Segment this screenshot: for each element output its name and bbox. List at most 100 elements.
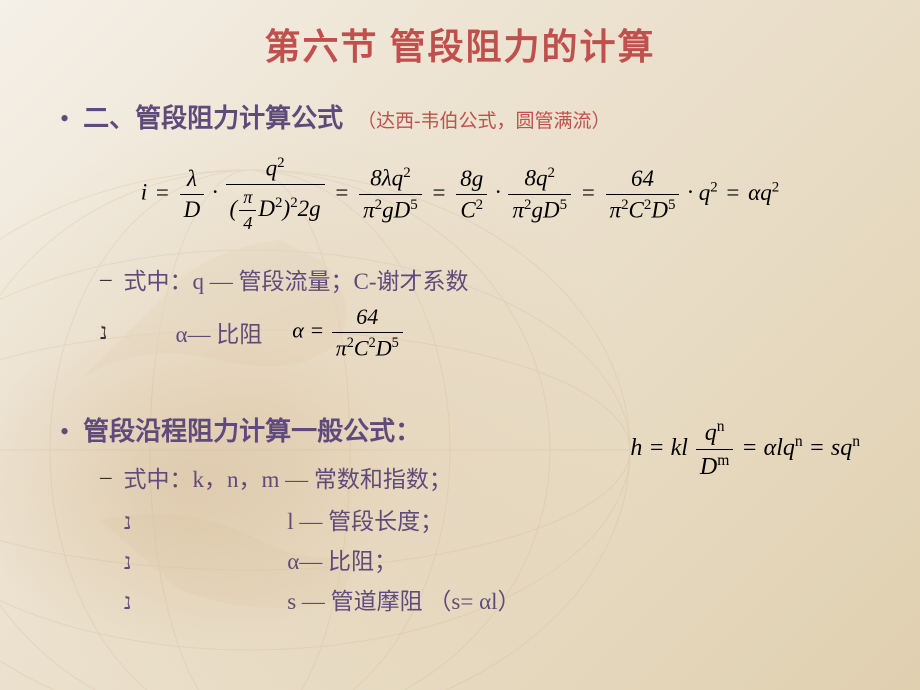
af-den: π2C2D5 [332,333,403,361]
f-eq1: = [156,180,169,205]
f-t3-den: π2gD5 [359,195,422,224]
f-t5-nb: 8q [525,166,548,191]
f-t6-den: π2C2D5 [606,195,680,224]
f-eq2: = [335,180,348,205]
bullet-icon-2: • [60,419,69,445]
f-t2-dfn: π [239,187,256,211]
f-t8-b: αq [748,180,772,205]
f-t5-ns: 2 [548,165,555,181]
f-eq5: = [726,180,739,205]
f-t2-den: (π4D2)22g [226,185,325,234]
f-t7-a: q [699,180,711,205]
f-t2-num-sup: 2 [277,155,284,171]
f-t2-den-frac: π4 [239,187,256,234]
hf-ns: n [717,418,725,435]
def2-text: α— 比阻 [175,315,262,349]
f-t7-as: 2 [710,179,717,195]
f-t4-den: C2 [456,195,487,224]
af-db: C [354,335,369,360]
slide-title: 第六节 管段阻力的计算 [60,18,860,70]
f-t4-da: C [460,197,475,222]
f-t6-num: 64 [606,166,680,195]
f-t5-num: 8q2 [508,165,571,195]
f-eq3: = [432,180,445,205]
f-t6-db: C [629,197,644,222]
hf-t1: kl [671,435,688,461]
bullet-icon: • [60,106,69,132]
def2-line-2: נ l — 管段长度； [124,502,860,536]
hf-t2b: αlq [764,435,795,461]
af-eq: = [309,317,324,342]
f-t6-da: π [610,197,622,222]
f-t4-das: 2 [476,197,483,213]
section-2-text: 管段沿程阻力计算一般公式： [83,411,421,448]
def2-l1: 式中：k，n，m — 常数和指数； [124,460,452,494]
hf-nb: q [705,420,717,446]
f-t3-da: π [363,197,375,222]
f-t2-den-cs: 2 [290,195,297,211]
af-dc: D [376,335,392,360]
af-dbs: 2 [369,335,376,351]
hf-t2s: n [795,433,803,450]
def-line-2: נ α— 比阻 α = 64 π2C2D5 [100,304,860,361]
hf-den: Dm [696,450,733,481]
f-t2-den-d: 2g [298,195,321,220]
f-t2-num-base: q [266,156,278,181]
marker-2: נ [124,509,131,534]
dash-icon-2: – [100,464,112,490]
hf-num: qn [696,418,733,450]
af-frac: 64 π2C2D5 [332,304,403,361]
marker-icon: נ [100,319,107,345]
def2-l4: s — 管道摩阻 （s= αl） [287,589,520,614]
f-t5-da: π [512,197,524,222]
hf-db: D [700,454,717,480]
f-t8: αq2 [748,180,779,205]
hf-frac: qn Dm [696,418,733,481]
f-term1: λ D [180,166,205,223]
f-term5: 8q2 π2gD5 [508,165,571,223]
f-t3-nb: 8λq [370,166,403,191]
f-t3-dbs: 5 [410,197,417,213]
hf-eq2: = [741,435,757,461]
f-term4: 8g C2 [456,166,487,224]
marker-4: נ [124,589,131,614]
f-dot1: · [212,180,218,205]
hf-ds: m [717,452,729,469]
af-das: 2 [347,335,354,351]
f-term3: 8λq2 π2gD5 [359,165,422,223]
f-t6-das: 2 [621,197,628,213]
f-t3-ns: 2 [403,165,410,181]
def2-line-3: נ α— 比阻； [124,542,860,576]
def2-line-4: נ s — 管道摩阻 （s= αl） [124,582,860,616]
def2-l3: α— 比阻； [287,549,397,574]
af-num: 64 [332,304,403,333]
alpha-formula: α = 64 π2C2D5 [292,304,405,361]
f-t5-db: gD [531,197,559,222]
hf-eq1: = [648,435,664,461]
slide-content: 第六节 管段阻力的计算 • 二、管段阻力计算公式 （达西-韦伯公式，圆管满流） … [0,0,920,642]
marker-3: נ [124,549,131,574]
f-t2-den-a: ( [230,195,238,220]
main-formula: i = λ D · q2 (π4D2)22g = 8λq2 π2gD5 = 8g… [60,155,860,234]
f-t2-den-b: D [258,195,275,220]
f-t4-num: 8g [456,166,487,195]
f-t8-s: 2 [772,179,779,195]
f-t5-dbs: 5 [560,197,567,213]
section-1-main: 二、管段阻力计算公式 [83,104,343,133]
f-eq4: = [582,180,595,205]
hf-lhs: h [630,435,642,461]
f-term6: 64 π2C2D5 [606,166,680,224]
def2-l2: l — 管段长度； [287,509,443,534]
hf-t3b: sq [831,435,852,461]
f-t2-den-bs: 2 [275,195,282,211]
f-t5-den: π2gD5 [508,195,571,224]
hf-eq3: = [809,435,825,461]
dash-icon: – [100,266,112,292]
hf-t2: αlqn [764,435,803,461]
hf-t3: sqn [831,435,860,461]
section-1-heading: • 二、管段阻力计算公式 （达西-韦伯公式，圆管满流） [60,98,860,135]
f-t3-num: 8λq2 [359,165,422,195]
f-term2: q2 (π4D2)22g [226,155,325,234]
section-1-note: （达西-韦伯公式，圆管满流） [357,111,610,132]
spacer [60,369,860,381]
